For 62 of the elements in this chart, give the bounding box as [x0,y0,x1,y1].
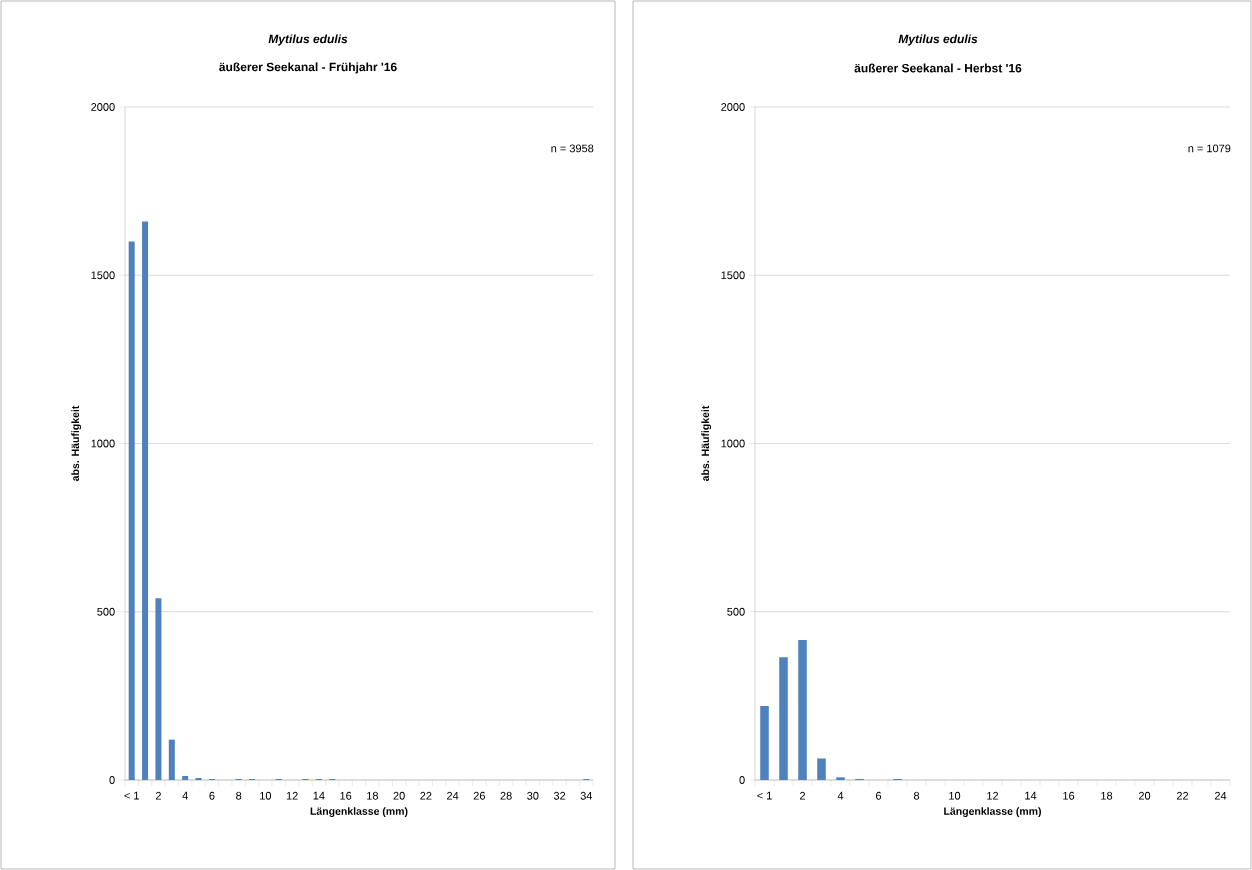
x-tick-label: 8 [236,791,242,800]
chart-title: Mytilus edulis [268,34,348,46]
bar [817,758,826,780]
y-tick-label: 1000 [721,439,745,448]
y-tick-label: 500 [97,607,115,616]
x-axis-title: Längenklasse (mm) [310,807,408,818]
y-axis-title: abs. Häufigkeit [701,405,712,482]
annotation: n = 3958 [551,144,594,153]
y-tick-label: 0 [109,776,115,784]
x-tick-label: 12 [987,791,999,800]
bar [168,739,175,780]
x-tick-label: 20 [1138,791,1151,800]
x-tick-label: 14 [1025,791,1037,800]
bar [182,775,189,780]
x-tick-label: 28 [500,791,512,800]
bar [142,221,149,780]
x-tick-label: 4 [182,791,188,800]
x-tick-label: < 1 [124,791,139,800]
x-tick-label: 2 [155,791,161,800]
x-tick-label: 4 [837,791,844,800]
bar [779,657,788,780]
y-tick-label: 1500 [91,271,115,280]
x-tick-label: 26 [473,791,485,800]
x-tick-label: 20 [393,791,405,800]
x-tick-label: < 1 [757,791,772,800]
x-tick-label: 32 [553,791,566,800]
x-tick-label: 34 [580,791,593,800]
x-tick-label: 10 [260,791,272,800]
x-tick-label: 6 [209,791,215,800]
chart-subtitle: äußerer Seekanal - Herbst '16 [854,63,1022,73]
bar [760,705,769,780]
x-tick-label: 10 [949,791,961,800]
x-tick-label: 16 [340,791,352,800]
x-tick-label: 24 [1214,791,1227,800]
bar [155,598,162,780]
bar [195,777,202,780]
x-tick-label: 30 [527,791,539,800]
x-tick-label: 8 [913,791,920,800]
y-tick-label: 1500 [721,271,745,280]
x-tick-label: 22 [1176,791,1189,800]
y-tick-label: 0 [739,776,745,784]
bar [798,640,807,780]
bar [836,777,845,780]
x-tick-label: 2 [800,791,806,800]
x-tick-label: 24 [447,791,459,800]
chart-title: Mytilus edulis [898,34,978,46]
y-tick-label: 2000 [91,103,115,111]
x-tick-label: 22 [420,791,432,800]
y-tick-label: 1000 [91,439,115,448]
x-tick-label: 12 [286,791,298,800]
x-tick-label: 14 [313,791,325,800]
x-tick-label: 6 [876,791,882,800]
x-tick-label: 18 [1101,791,1113,800]
annotation: n = 1079 [1188,144,1231,153]
y-tick-label: 500 [727,607,745,616]
chart-subtitle: äußerer Seekanal - Frühjahr '16 [219,62,397,74]
x-tick-label: 16 [1063,791,1075,800]
bar [128,241,135,780]
x-tick-label: 18 [367,791,379,800]
y-tick-label: 2000 [721,103,745,111]
x-axis-title: Längenklasse (mm) [944,807,1041,818]
y-axis-title: abs. Häufigkeit [71,405,82,482]
